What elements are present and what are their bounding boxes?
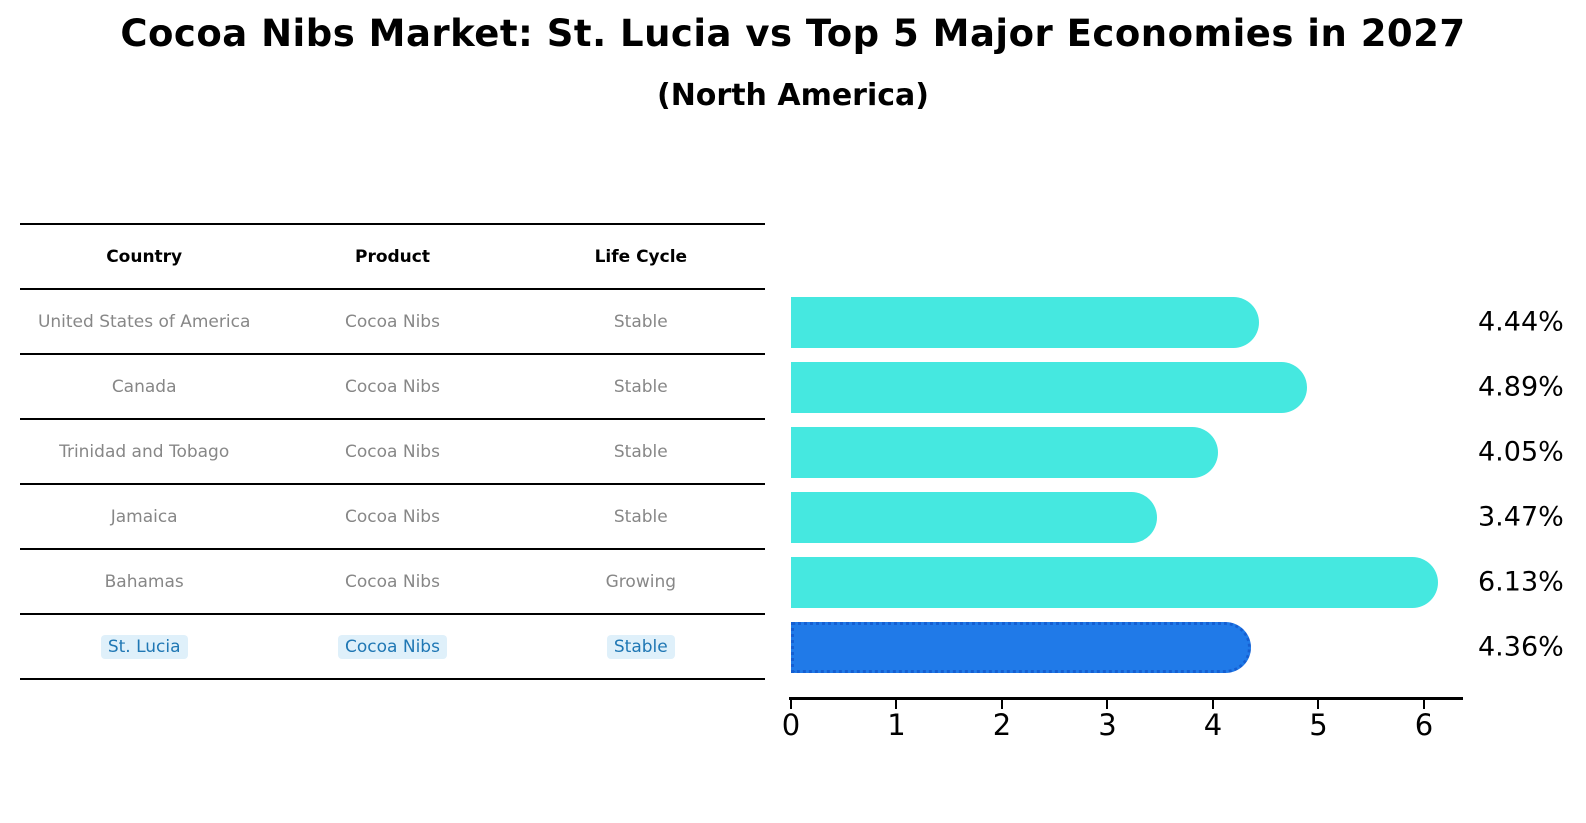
chart-subtitle: (North America) <box>656 78 929 113</box>
column-header-product: Product <box>354 246 430 267</box>
bar-value-label: 4.89% <box>1478 371 1564 403</box>
cell-text: Jamaica <box>110 506 178 527</box>
x-axis-tick <box>895 700 898 709</box>
table-row: Bahamas Cocoa Nibs Growing <box>20 550 765 615</box>
x-axis-tick <box>1422 700 1425 709</box>
chart-title: Cocoa Nibs Market: St. Lucia vs Top 5 Ma… <box>120 12 1466 55</box>
bar <box>791 556 1438 608</box>
cell-life-cycle: Stable <box>517 634 765 659</box>
cell-product: Cocoa Nibs <box>268 377 516 397</box>
bar-highlight <box>791 621 1251 673</box>
cell-text: Stable <box>606 634 675 659</box>
table-row: Jamaica Cocoa Nibs Stable <box>20 485 765 550</box>
cell-life-cycle: Stable <box>517 377 765 397</box>
bar <box>791 426 1219 478</box>
cell-text: Stable <box>613 441 668 462</box>
cell-product: Cocoa Nibs <box>268 634 516 659</box>
table-body: United States of America Cocoa Nibs Stable… <box>20 290 765 680</box>
cell-text: Stable <box>613 376 668 397</box>
x-axis-tick-label: 4 <box>1203 708 1223 742</box>
table-row: Canada Cocoa Nibs Stable <box>20 355 765 420</box>
bar-value-label: 3.47% <box>1478 501 1564 533</box>
cell-text: Trinidad and Tobago <box>59 441 230 462</box>
cell-life-cycle: Stable <box>517 312 765 332</box>
cell-text: Growing <box>605 571 677 592</box>
bar-value-label: 4.05% <box>1478 436 1564 468</box>
cell-text: Canada <box>111 376 177 397</box>
cell-country: Trinidad and Tobago <box>20 442 268 462</box>
cell-product: Cocoa Nibs <box>268 312 516 332</box>
country-table: Country Product Life Cycle United States… <box>20 223 765 680</box>
bar <box>791 361 1307 413</box>
x-axis-tick-label: 2 <box>992 708 1012 742</box>
cell-country: Bahamas <box>20 572 268 592</box>
cell-text: Cocoa Nibs <box>338 634 447 659</box>
bar-value-label: 4.36% <box>1478 631 1564 663</box>
x-axis-tick <box>790 700 792 709</box>
x-axis-tick <box>1106 700 1109 709</box>
cell-life-cycle: Growing <box>517 572 765 592</box>
cell-country: St. Lucia <box>20 634 268 659</box>
cell-country: Jamaica <box>20 507 268 527</box>
cell-text: Cocoa Nibs <box>345 441 440 462</box>
cell-text: Stable <box>613 506 668 527</box>
x-axis-tick <box>1211 700 1214 709</box>
x-axis-tick <box>1317 700 1320 709</box>
x-axis-tick-label: 6 <box>1414 708 1434 742</box>
table-row: United States of America Cocoa Nibs Stable <box>20 290 765 355</box>
cell-text: Bahamas <box>104 571 184 592</box>
column-header-life-cycle: Life Cycle <box>594 246 688 267</box>
table-header-row: Country Product Life Cycle <box>20 225 765 290</box>
x-axis-tick-label: 1 <box>887 708 906 742</box>
table-row: Trinidad and Tobago Cocoa Nibs Stable <box>20 420 765 485</box>
cell-text: Stable <box>613 311 668 332</box>
bar <box>791 296 1260 348</box>
x-axis-tick-label: 3 <box>1098 708 1117 742</box>
x-axis-line <box>789 697 1463 700</box>
bar-value-label: 4.44% <box>1478 306 1564 338</box>
cell-text: Cocoa Nibs <box>345 311 440 332</box>
cell-life-cycle: Stable <box>517 507 765 527</box>
cell-text: United States of America <box>37 311 251 332</box>
cell-country: Canada <box>20 377 268 397</box>
cell-product: Cocoa Nibs <box>268 507 516 527</box>
bar-value-label: 6.13% <box>1478 566 1564 598</box>
cell-product: Cocoa Nibs <box>268 442 516 462</box>
cell-text: Cocoa Nibs <box>345 376 440 397</box>
column-header-country: Country <box>106 246 183 267</box>
table-row: St. Lucia Cocoa Nibs Stable <box>20 615 765 680</box>
x-axis-tick-label: 0 <box>781 708 801 742</box>
x-axis-tick <box>1000 700 1003 709</box>
cell-country: United States of America <box>20 312 268 332</box>
cell-product: Cocoa Nibs <box>268 572 516 592</box>
cell-text: Cocoa Nibs <box>345 506 440 527</box>
cell-text: Cocoa Nibs <box>345 571 440 592</box>
cell-life-cycle: Stable <box>517 442 765 462</box>
cell-text: St. Lucia <box>100 634 188 659</box>
bar <box>791 491 1158 543</box>
x-axis-tick-label: 5 <box>1309 708 1328 742</box>
